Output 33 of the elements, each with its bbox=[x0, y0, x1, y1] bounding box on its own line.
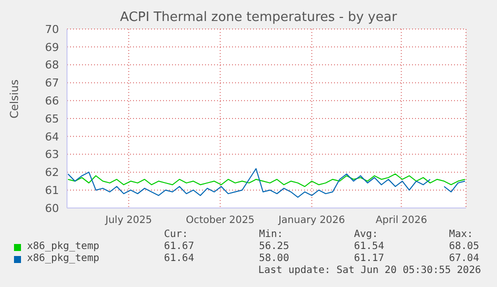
x-tick-label: April 2026 bbox=[376, 215, 428, 226]
x-tick-label: July 2025 bbox=[104, 215, 152, 226]
y-tick-label: 70 bbox=[45, 22, 59, 36]
text: 67.04 bbox=[449, 253, 480, 265]
line-series bbox=[67, 173, 466, 188]
text: 61.64 bbox=[164, 253, 196, 265]
text: 56.25 bbox=[259, 241, 290, 253]
y-tick-label: 67 bbox=[45, 76, 59, 90]
y-tick-label: 62 bbox=[45, 166, 59, 180]
text: 58.00 bbox=[259, 253, 290, 265]
y-tick-label: 65 bbox=[45, 112, 59, 126]
text: 61.17 bbox=[354, 253, 386, 265]
y-tick-label: 64 bbox=[45, 130, 59, 144]
x-tick-label: January 2026 bbox=[278, 215, 346, 226]
text: 61.54 bbox=[354, 241, 386, 253]
y-tick-label: 66 bbox=[45, 94, 59, 108]
y-tick-label: 69 bbox=[45, 40, 59, 54]
text: Min: bbox=[259, 229, 284, 241]
text: Avg: bbox=[354, 229, 380, 241]
legend-label: x86_pkg_temp bbox=[27, 241, 100, 253]
y-tick-label: 61 bbox=[45, 184, 59, 198]
text: Cur: bbox=[164, 229, 190, 241]
chart-title: ACPI Thermal zone temperatures - by year bbox=[120, 10, 397, 25]
y-tick-label: 63 bbox=[45, 148, 59, 162]
y-axis-title: Celsius bbox=[8, 79, 21, 118]
legend-label: x86_pkg_temp bbox=[27, 253, 100, 265]
x-tick-label: October 2025 bbox=[186, 215, 255, 226]
text: Last update: Sat Jun 20 05:30:55 2026 bbox=[257, 265, 482, 277]
y-tick-label: 68 bbox=[45, 58, 59, 72]
y-tick-label: 60 bbox=[45, 202, 59, 215]
text: Max: bbox=[449, 229, 474, 241]
text: 68.05 bbox=[449, 241, 480, 253]
text: 61.67 bbox=[164, 241, 196, 253]
